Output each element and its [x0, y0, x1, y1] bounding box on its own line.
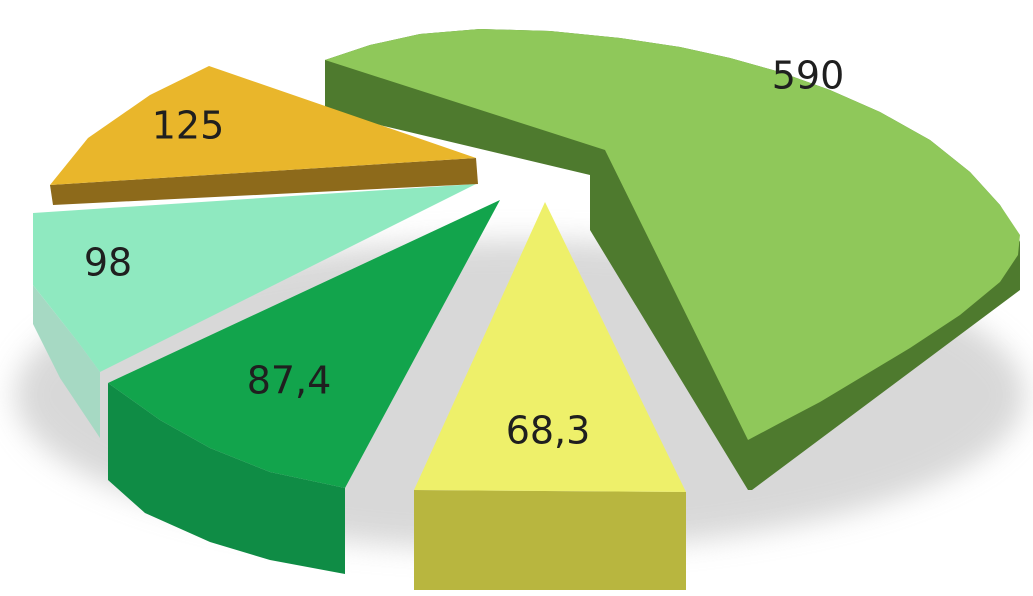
pie-slice-68-3-top [414, 202, 686, 492]
pie-slice-98-side [33, 285, 100, 438]
pie-slice-590-top [325, 29, 1020, 440]
pie-slice-590: 590 [325, 29, 1020, 490]
pie-slice-98: 98 [33, 184, 476, 438]
pie-slice-125-top [50, 66, 476, 185]
pie-slice-87-4: 87,4 [108, 200, 500, 574]
data-label-590: 590 [772, 54, 845, 98]
data-label-87-4: 87,4 [247, 359, 332, 403]
pie-slice-125: 125 [50, 66, 478, 205]
pie-slice-87-4-top [108, 200, 500, 488]
pie-slice-98-top [33, 184, 476, 372]
pie-slice-87-4-side [108, 383, 345, 574]
pie-slice-68-3: 68,3 [414, 202, 686, 590]
pie-slice-125-side [50, 158, 478, 205]
data-label-68-3: 68,3 [506, 409, 591, 453]
data-label-125: 125 [152, 104, 225, 148]
pie-slice-68-3-side [414, 490, 686, 590]
data-label-98: 98 [84, 241, 132, 285]
